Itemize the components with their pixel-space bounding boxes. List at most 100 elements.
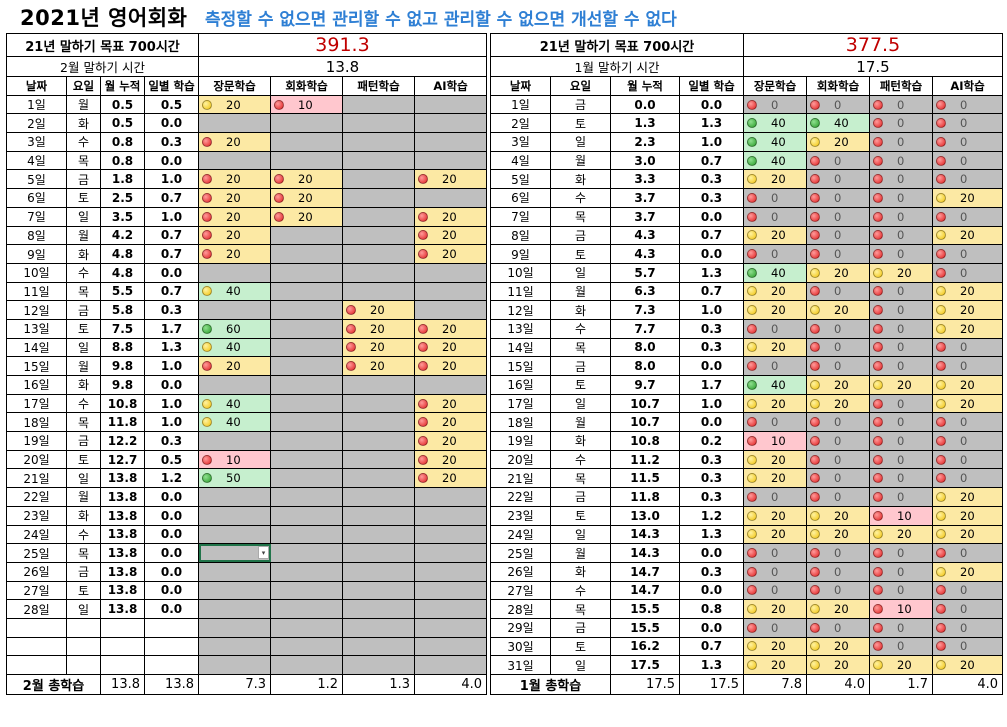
study-cell[interactable]: 0 [869,487,933,507]
total-value[interactable]: 7.3 [198,674,271,695]
daily-cell[interactable]: 0.0 [144,113,199,134]
study-cell[interactable] [342,524,415,545]
study-cell[interactable] [198,262,271,283]
study-cell[interactable]: 0 [869,468,933,489]
daily-cell[interactable]: 1.2 [144,468,199,489]
study-cell[interactable] [414,188,487,208]
cumulative-cell[interactable] [100,655,145,675]
study-cell[interactable] [270,580,343,601]
study-cell[interactable]: 0 [743,580,807,601]
daily-cell[interactable]: 0.0 [679,356,744,376]
study-cell[interactable] [414,132,487,152]
cumulative-cell[interactable]: 9.8 [100,356,145,376]
weekday-cell[interactable]: 화 [66,113,101,134]
study-cell[interactable]: 20 [932,318,1003,339]
study-cell[interactable]: 0 [806,356,870,376]
date-cell[interactable]: 8일 [6,225,67,246]
date-cell[interactable]: 24일 [6,524,67,545]
study-cell[interactable]: 20 [869,524,933,545]
study-cell[interactable]: 20 [932,393,1003,414]
weekday-cell[interactable] [66,636,101,657]
study-cell[interactable]: 0 [806,188,870,208]
daily-cell[interactable]: 0.0 [144,561,199,582]
total-label[interactable]: 2월 총학습 [6,674,101,695]
total-value[interactable]: 13.8 [100,674,145,695]
weekday-cell[interactable]: 화 [550,169,611,190]
study-cell[interactable] [414,655,487,675]
study-cell[interactable]: 20 [198,356,271,376]
daily-cell[interactable]: 0.0 [144,524,199,545]
weekday-cell[interactable]: 수 [550,188,611,208]
daily-cell[interactable]: 0.7 [679,225,744,246]
study-cell[interactable]: 0 [869,636,933,657]
column-header[interactable]: AI학습 [932,76,1003,96]
study-cell[interactable]: 0 [743,188,807,208]
study-cell[interactable]: 10 [869,505,933,526]
study-cell[interactable]: 20 [414,431,487,451]
daily-cell[interactable]: 0.3 [679,468,744,489]
study-cell[interactable]: 20 [743,505,807,526]
date-cell[interactable]: 24일 [490,524,551,545]
study-cell[interactable]: 0 [869,337,933,358]
study-cell[interactable] [342,94,415,115]
cumulative-cell[interactable]: 16.2 [610,636,680,657]
study-cell[interactable]: 20 [743,449,807,470]
daily-cell[interactable] [144,636,199,657]
date-cell[interactable]: 11일 [490,281,551,302]
total-value[interactable]: 4.0 [806,674,870,695]
column-header[interactable]: AI학습 [414,76,487,96]
date-cell[interactable]: 26일 [490,561,551,582]
cumulative-cell[interactable]: 14.3 [610,543,680,563]
daily-cell[interactable]: 0.7 [679,636,744,657]
weekday-cell[interactable]: 토 [66,188,101,208]
total-value[interactable]: 7.8 [743,674,807,695]
weekday-cell[interactable]: 금 [66,561,101,582]
study-cell[interactable]: 20 [342,318,415,339]
study-cell[interactable]: 20 [806,636,870,657]
study-cell[interactable]: 20 [743,655,807,675]
weekday-cell[interactable]: 화 [550,431,611,451]
study-cell[interactable]: 20 [743,524,807,545]
study-cell[interactable]: 20 [869,375,933,395]
cumulative-cell[interactable]: 5.8 [100,300,145,320]
weekday-cell[interactable]: 월 [550,281,611,302]
weekday-cell[interactable]: 월 [550,412,611,433]
study-cell[interactable]: 0 [806,169,870,190]
study-cell[interactable]: 0 [743,487,807,507]
date-cell[interactable]: 17일 [6,393,67,414]
study-cell[interactable]: 20 [414,356,487,376]
weekday-cell[interactable]: 토 [550,113,611,134]
date-cell[interactable]: 29일 [490,617,551,638]
study-cell[interactable] [270,281,343,302]
column-header[interactable]: 회화학습 [270,76,343,96]
study-cell[interactable]: 0 [869,393,933,414]
date-cell[interactable]: 8일 [490,225,551,246]
weekday-cell[interactable]: 월 [66,225,101,246]
study-cell[interactable]: 20 [270,206,343,227]
study-cell[interactable]: 40 [743,375,807,395]
study-cell[interactable]: 20 [932,188,1003,208]
weekday-cell[interactable]: 월 [550,543,611,563]
column-header[interactable]: 패턴학습 [869,76,933,96]
date-cell[interactable]: 22일 [6,487,67,507]
study-cell[interactable]: 0 [869,281,933,302]
weekday-cell[interactable]: 수 [550,318,611,339]
study-cell[interactable] [198,505,271,526]
study-cell[interactable] [270,132,343,152]
column-header[interactable]: 일별 학습 [679,76,744,96]
study-cell[interactable]: 0 [869,543,933,563]
weekday-cell[interactable]: 화 [66,244,101,264]
study-cell[interactable]: 0 [806,244,870,264]
cumulative-cell[interactable]: 10.7 [610,393,680,414]
cumulative-cell[interactable]: 14.7 [610,561,680,582]
date-cell[interactable]: 25일 [6,543,67,563]
cumulative-cell[interactable]: 1.8 [100,169,145,190]
study-cell[interactable] [414,262,487,283]
date-cell[interactable]: 2일 [6,113,67,134]
weekday-cell[interactable] [66,617,101,638]
daily-cell[interactable]: 0.0 [679,206,744,227]
study-cell[interactable] [270,599,343,619]
study-cell[interactable]: 0 [869,94,933,115]
study-cell[interactable]: 0 [932,132,1003,152]
study-cell[interactable]: 40 [198,281,271,302]
